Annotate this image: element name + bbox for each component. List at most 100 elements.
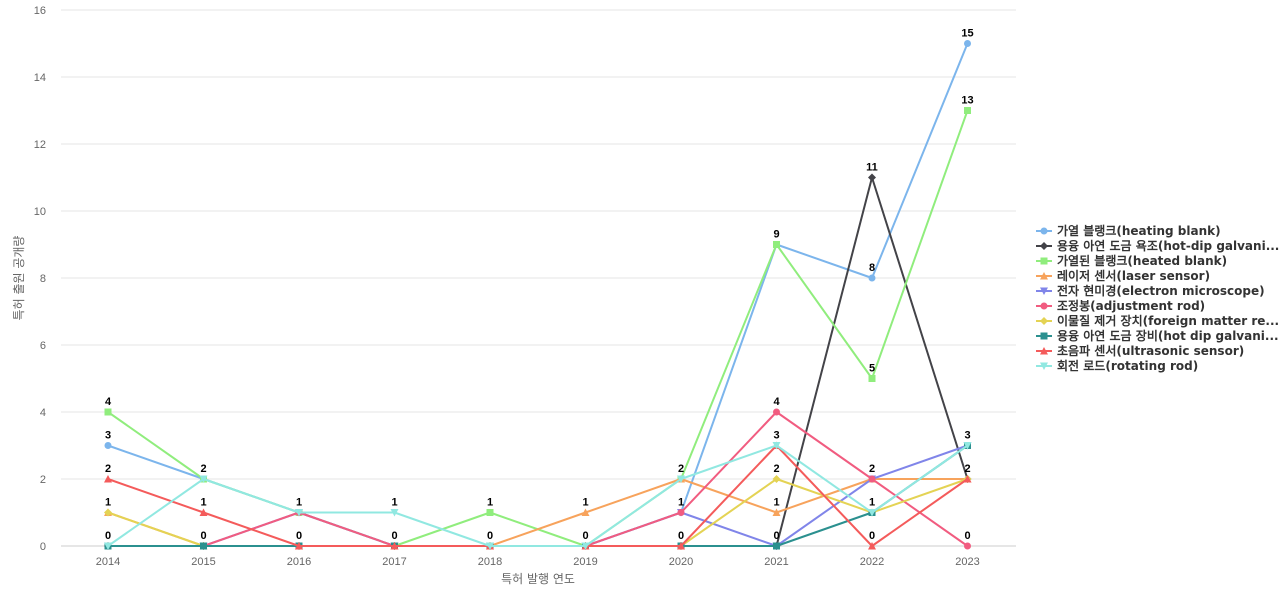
data-label: 0 [391,530,397,542]
data-label: 2 [105,463,111,475]
point-marker [1040,347,1048,355]
data-label: 1 [869,497,875,509]
point-marker [772,508,781,516]
legend-label: 회전 로드(rotating rod) [1057,358,1198,373]
series-group [104,40,972,550]
data-label: 1 [487,497,493,509]
data-label: 0 [105,530,111,542]
y-tick-label: 4 [40,407,46,419]
point-marker [295,542,303,550]
point-marker [964,107,971,114]
legend-label: 가열된 블랭크(heated blank) [1057,253,1227,268]
legend-item: 용융 아연 도금 장비(hot dip galvani... [1036,328,1279,343]
data-label: 1 [296,497,302,509]
point-marker [868,375,876,382]
legend-item: 레이저 센서(laser sensor) [1036,268,1210,283]
data-label: 1 [678,497,684,509]
legend-item: 가열된 블랭크(heated blank) [1036,253,1227,268]
data-label: 0 [582,530,588,542]
data-label: 2 [869,463,875,475]
x-tick-label: 2016 [287,556,311,568]
x-tick-label: 2021 [764,556,788,568]
legend-label: 용융 아연 도금 욕조(hot-dip galvani... [1057,238,1279,253]
data-label: 3 [105,430,111,442]
data-label: 1 [200,497,206,509]
point-marker [1040,242,1048,250]
legend-item: 이물질 제거 장치(foreign matter re... [1036,313,1279,328]
legend-label: 전자 현미경(electron microscope) [1057,283,1265,298]
point-marker [677,509,685,516]
point-marker [199,508,208,516]
y-axis-ticks: 0 2 4 6 8 10 12 14 16 [34,5,46,553]
point-marker [772,475,781,483]
point-marker [486,542,494,550]
x-tick-label: 2018 [478,556,502,568]
x-tick-label: 2023 [955,556,979,568]
series-line [107,110,969,547]
data-label: 2 [773,463,779,475]
data-labels: 4 3 2 1 0 2 1 0 1 0 1 0 1 0 1 0 2 1 0 9 4 3 2 1 0 11 8 5 2 1 0 15 13 3 2 0 [105,28,974,543]
point-marker [868,475,876,483]
point-marker [868,173,876,182]
data-label: 4 [773,396,780,408]
point-marker [868,274,876,282]
legend-item: 전자 현미경(electron microscope) [1036,283,1265,298]
grid-lines [61,9,1016,547]
y-tick-label: 12 [34,139,46,151]
data-label: 5 [869,363,875,375]
x-axis-ticks: 2014 2015 2016 2017 2018 2019 2020 2021 2022 2023 [96,556,980,568]
legend-item: 초음파 센서(ultrasonic sensor) [1036,343,1244,358]
point-marker [199,475,208,483]
y-tick-label: 0 [40,541,46,553]
point-marker [868,509,876,517]
data-label: 0 [678,530,684,542]
point-marker [581,508,590,516]
point-marker [773,408,780,416]
data-label: 0 [200,530,206,542]
data-label: 0 [964,530,970,542]
data-label: 1 [582,497,588,509]
point-marker [868,542,876,550]
point-marker [1040,287,1048,295]
x-tick-label: 2020 [669,556,693,568]
data-label: 8 [869,262,875,274]
point-marker [772,442,781,450]
legend-label: 가열 블랭크(heating blank) [1057,223,1221,238]
series-line [107,43,969,547]
point-marker [390,542,399,550]
data-label: 11 [866,162,878,174]
series-10 [104,442,972,550]
data-label: 1 [105,497,111,509]
data-label: 0 [296,530,302,542]
point-marker [1040,317,1048,325]
series-line [107,444,969,547]
y-tick-label: 16 [34,5,46,17]
point-marker [773,241,780,248]
point-marker [1040,302,1048,310]
point-marker [964,40,971,47]
legend-item: 가열 블랭크(heating blank) [1036,223,1221,238]
data-label: 9 [773,229,779,241]
x-tick-label: 2014 [96,556,120,568]
data-label: 0 [487,530,493,542]
point-marker [104,475,112,483]
point-marker [1040,332,1048,340]
series-2 [104,173,972,550]
point-marker [963,442,972,450]
point-marker [390,509,399,517]
point-marker [1040,227,1048,235]
data-label: 1 [391,497,397,509]
y-tick-label: 6 [40,340,46,352]
point-marker [295,509,303,517]
point-marker [1040,257,1048,265]
data-label: 3 [773,430,779,442]
point-marker [104,442,112,449]
legend-item: 회전 로드(rotating rod) [1036,358,1198,373]
point-marker [1040,362,1048,370]
point-marker [200,542,207,550]
point-marker [677,475,685,483]
point-marker [964,542,971,550]
x-tick-label: 2019 [573,556,597,568]
x-tick-label: 2017 [382,556,406,568]
legend-label: 레이저 센서(laser sensor) [1057,268,1210,283]
